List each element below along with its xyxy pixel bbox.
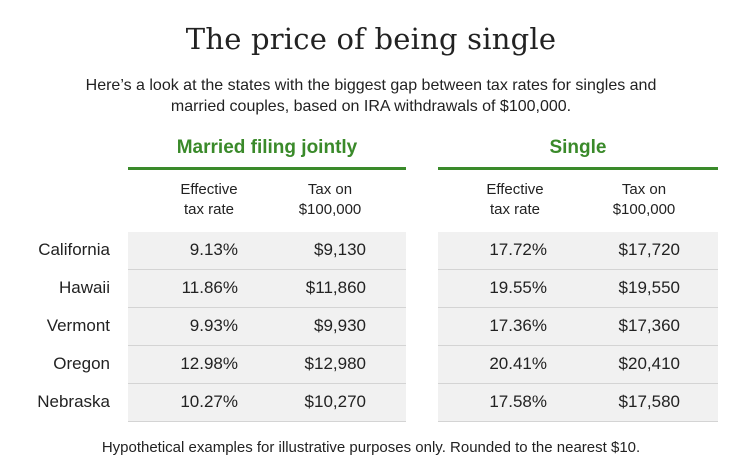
row-divider <box>128 269 406 270</box>
row-divider <box>438 345 718 346</box>
row-divider <box>438 383 718 384</box>
page-subtitle: Here’s a look at the states with the big… <box>85 77 657 115</box>
married-rate-column-header: Effective tax rate <box>180 181 238 218</box>
page-title: The price of being single <box>185 22 557 56</box>
single-rate-cell: 19.55% <box>489 278 547 297</box>
single-rate-cell: 20.41% <box>489 354 547 373</box>
single-rate-cell: 17.36% <box>489 316 547 335</box>
row-divider <box>438 307 718 308</box>
row-divider <box>128 345 406 346</box>
row-band <box>438 346 718 383</box>
single-rate-cell: 17.58% <box>489 392 547 411</box>
married-tax-cell: $11,860 <box>305 278 366 297</box>
row-divider <box>128 421 406 422</box>
single-tax-cell: $17,580 <box>618 392 680 411</box>
row-band <box>438 384 718 421</box>
single-rate-cell: 17.72% <box>489 240 547 259</box>
single-group-rule <box>438 167 718 170</box>
single-tax-cell: $19,550 <box>618 278 680 297</box>
state-label: Nebraska <box>37 392 110 411</box>
married-rate-cell: 9.93% <box>189 316 238 335</box>
married-rate-cell: 11.86% <box>181 278 238 297</box>
single-tax-cell: $20,410 <box>618 354 680 373</box>
row-divider <box>128 307 406 308</box>
row-divider <box>438 269 718 270</box>
single-tax-column-header: Tax on $100,000 <box>612 181 676 218</box>
married-tax-cell: $9,930 <box>314 316 366 335</box>
married-tax-column-header: Tax on $100,000 <box>298 181 362 218</box>
married-tax-cell: $9,130 <box>314 240 366 259</box>
married-rate-cell: 12.98% <box>180 354 238 373</box>
row-band <box>438 232 718 269</box>
single-tax-cell: $17,720 <box>618 240 680 259</box>
footnote: Hypothetical examples for illustrative p… <box>101 439 641 456</box>
state-label: California <box>38 240 110 259</box>
row-band <box>128 308 406 345</box>
row-band <box>438 308 718 345</box>
married-group-rule <box>128 167 406 170</box>
state-label: Vermont <box>46 316 110 335</box>
married-tax-cell: $10,270 <box>304 392 366 411</box>
row-divider <box>438 421 718 422</box>
married-rate-cell: 10.27% <box>180 392 238 411</box>
married-rate-cell: 9.13% <box>189 240 238 259</box>
state-label: Hawaii <box>58 278 110 297</box>
single-rate-column-header: Effective tax rate <box>486 181 544 218</box>
row-band <box>438 270 718 307</box>
row-band <box>128 346 406 383</box>
row-band <box>128 384 406 421</box>
state-label: Oregon <box>53 354 110 373</box>
single-group-header: Single <box>549 137 607 158</box>
row-band <box>128 232 406 269</box>
row-band <box>128 270 406 307</box>
married-tax-cell: $12,980 <box>304 354 366 373</box>
single-tax-cell: $17,360 <box>618 316 680 335</box>
row-divider <box>128 383 406 384</box>
married-group-header: Married filing jointly <box>176 137 358 158</box>
